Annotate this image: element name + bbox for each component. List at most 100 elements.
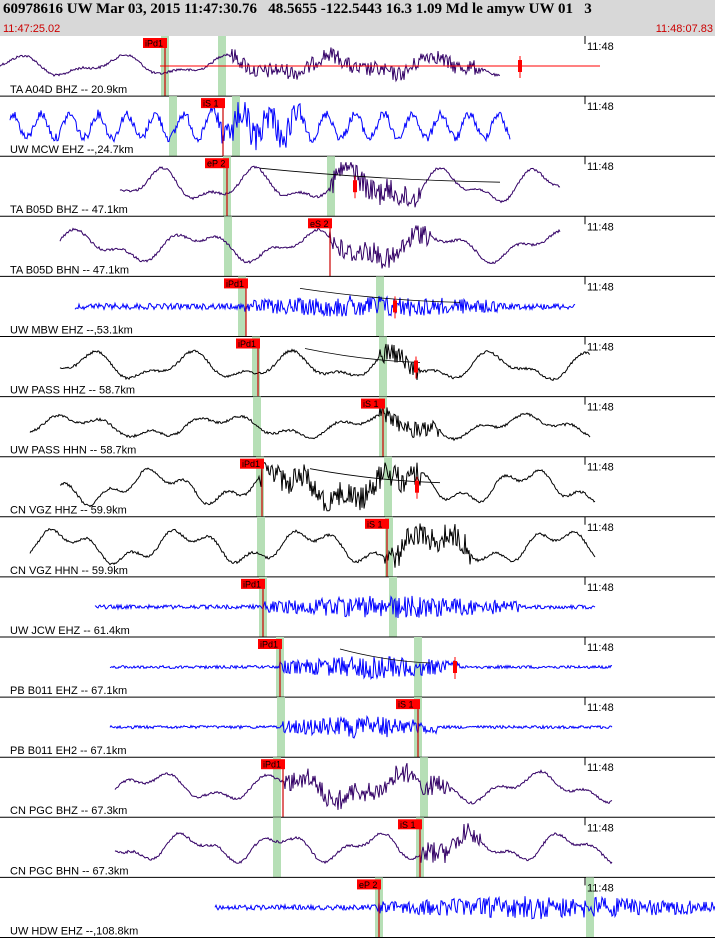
pick-flag <box>201 98 225 109</box>
pick-flag <box>240 458 264 469</box>
minute-label: 11:48 <box>587 522 614 534</box>
phase-window <box>277 697 285 758</box>
pick-label: iS 1 <box>398 700 414 710</box>
seismogram-panel: iPd1 11:48 TA A04D BHZ -- 20.9km iS 1 11:48 U… <box>0 36 715 938</box>
arrival-curve <box>259 167 501 183</box>
minute-label: 11:48 <box>587 342 614 354</box>
arrival-curve <box>339 648 431 664</box>
waveform <box>114 763 613 810</box>
minute-label: 11:48 <box>587 281 614 293</box>
pick-flag <box>308 218 332 229</box>
pick-label: eP 2 <box>359 880 377 890</box>
phase-window <box>256 456 264 517</box>
channel-label: CN PGC BHN -- 67.3km <box>10 865 129 877</box>
pick-flag <box>357 879 381 890</box>
pick-label: iS 1 <box>363 399 379 409</box>
phase-window <box>232 96 240 157</box>
pick-flag <box>205 158 229 169</box>
pick-flag <box>236 338 260 349</box>
phase-window <box>273 817 281 878</box>
pick-label: iPd1 <box>242 459 260 469</box>
channel-label: UW PASS HHN -- 58.7km <box>10 445 136 457</box>
window-end-time: 11:48:07.83 <box>655 23 713 35</box>
pick-label: eP 2 <box>207 159 225 169</box>
pick-flag <box>143 38 167 48</box>
trace-row: iS 1 11:48 UW PASS HHN -- 58.7km <box>0 396 715 458</box>
arrival-curve <box>304 348 421 363</box>
minute-label: 11:48 <box>587 882 614 894</box>
minute-label: 11:48 <box>587 462 614 474</box>
phase-window <box>257 516 265 577</box>
phase-window <box>379 336 387 397</box>
waveform <box>59 343 591 382</box>
pick-flag <box>241 578 265 589</box>
trace-row: iPd1 11:48 TA A04D BHZ -- 20.9km <box>0 36 715 97</box>
pick-flag <box>258 639 282 649</box>
waveform <box>74 295 576 317</box>
trace-row: iPd1 11:48 CN PGC BHZ -- 67.3km <box>0 757 715 818</box>
coda-marker <box>393 300 397 313</box>
trace-row: iS 1 11:48 CN PGC BHN -- 67.3km <box>0 817 715 878</box>
trace-row: iPd1 11:48 CN VGZ HHZ -- 59.9km <box>0 456 715 518</box>
trace-row: iPd1 11:48 UW PASS HHZ -- 58.7km <box>0 336 715 398</box>
coda-marker <box>453 661 457 673</box>
waveform <box>59 462 596 512</box>
minute-label: 11:48 <box>587 221 614 233</box>
pick-label: iPd1 <box>260 640 278 650</box>
waveform <box>94 595 596 619</box>
waveform <box>114 823 613 865</box>
waveform <box>29 405 591 442</box>
phase-window <box>252 336 260 397</box>
pick-label: iS 1 <box>203 99 219 109</box>
pick-label: iPd1 <box>263 760 281 770</box>
waveform <box>119 162 561 208</box>
phase-window <box>586 877 594 938</box>
waveform <box>0 47 501 83</box>
minute-label: 11:48 <box>587 402 614 414</box>
pick-flag <box>224 278 248 289</box>
minute-label: 11:48 <box>587 702 614 714</box>
waveform <box>109 656 613 681</box>
trace-row: iS 1 11:48 PB B011 EH2 -- 67.1km <box>0 697 715 758</box>
waveform <box>29 523 596 568</box>
channel-label: UW HDW EHZ --,108.8km <box>10 925 138 937</box>
trace-row: eP 2 11:48 UW HDW EHZ --,108.8km <box>0 877 715 938</box>
phase-window <box>273 757 281 818</box>
trace-row: eP 2 11:48 TA B05D BHZ -- 47.1km <box>0 156 715 217</box>
phase-window <box>384 456 392 517</box>
event-header: 60978616 UW Mar 03, 2015 11:47:30.76 48.… <box>0 0 715 36</box>
arrival-curve <box>299 288 461 303</box>
coda-marker <box>518 60 522 72</box>
trace-row: iS 1 11:48 UW MCW EHZ --,24.7km <box>0 96 715 157</box>
minute-label: 11:48 <box>587 642 614 654</box>
trace-row: iPd1 11:48 UW MBW EHZ --,53.1km <box>0 276 715 337</box>
minute-label: 11:48 <box>587 822 614 834</box>
channel-label: UW JCW EHZ -- 61.4km <box>10 625 130 637</box>
trace-row: eS 2 11:48 TA B05D BHN -- 47.1km <box>0 216 715 277</box>
channel-label: UW PASS HHZ -- 58.7km <box>10 385 135 397</box>
trace-row: iPd1 11:48 PB B011 EHZ -- 67.1km <box>0 637 715 698</box>
minute-label: 11:48 <box>587 41 614 53</box>
channel-label: UW MBW EHZ --,53.1km <box>10 324 133 336</box>
channel-label: TA B05D BHN -- 47.1km <box>10 264 129 276</box>
channel-label: CN PGC BHZ -- 67.3km <box>10 805 127 817</box>
coda-marker <box>353 180 357 193</box>
channel-label: CN VGZ HHN -- 59.9km <box>10 565 128 577</box>
channel-label: TA B05D BHZ -- 47.1km <box>10 204 128 216</box>
pick-label: eS 2 <box>310 219 329 229</box>
pick-label: iPd1 <box>226 279 244 289</box>
minute-label: 11:48 <box>587 582 614 594</box>
pick-flag <box>361 398 385 409</box>
phase-window <box>420 757 428 818</box>
pick-label: iPd1 <box>238 339 256 349</box>
pick-label: iPd1 <box>243 579 261 589</box>
pick-label: iS 1 <box>367 519 383 529</box>
phase-window <box>169 96 177 157</box>
minute-label: 11:48 <box>587 101 614 113</box>
minute-label: 11:48 <box>587 762 614 774</box>
coda-marker <box>415 480 419 493</box>
pick-flag <box>398 819 422 830</box>
pick-flag <box>396 699 420 710</box>
channel-label: PB B011 EHZ -- 67.1km <box>10 685 127 697</box>
event-title: 60978616 UW Mar 03, 2015 11:47:30.76 48.… <box>3 1 592 17</box>
